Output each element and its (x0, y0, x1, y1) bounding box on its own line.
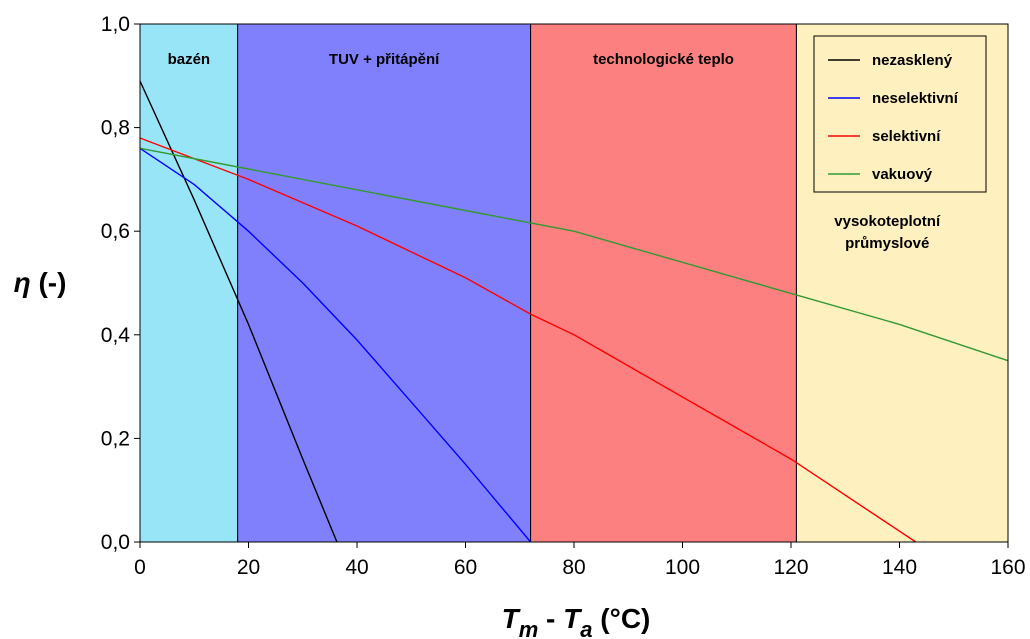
y-tick-label: 1,0 (101, 13, 130, 36)
region-label-line: bazén (168, 51, 211, 68)
legend: nezasklený neselektivní selektivní vakuový (813, 35, 987, 193)
x-axis-title: Tm - Ta (°C) (502, 603, 651, 639)
legend-label: nezasklený (872, 52, 953, 69)
x-axis-sub-2: a (580, 617, 592, 639)
x-tick-label: 140 (882, 556, 917, 579)
region-label: bazén (168, 51, 211, 68)
region-label-line: technologické teplo (593, 51, 734, 68)
region-bands (139, 23, 1009, 543)
series-line-nezasklený (139, 80, 338, 543)
x-tick-label: 0 (134, 556, 146, 579)
x-axis-sep: - (538, 603, 563, 634)
legend-label: vakuový (872, 166, 933, 183)
series-line-selektivní (139, 137, 917, 543)
axes: 0,0 0,2 0,4 0,6 0,8 1,0 0 20 40 60 80 100 120 140 160 (101, 13, 1026, 579)
x-axis-main-2: T (563, 603, 583, 634)
region-band (139, 23, 239, 543)
y-tick-label: 0,0 (101, 531, 130, 554)
region-label: TUV + přitápění (329, 51, 440, 68)
x-tick-label: 60 (454, 556, 477, 579)
region-label-line: vysokoteplotní (834, 213, 941, 230)
y-tick-label: 0,8 (101, 117, 130, 140)
y-axis-symbol: η (14, 267, 31, 298)
y-axis-title: η (-) (14, 267, 67, 298)
x-tick-label: 40 (345, 556, 368, 579)
x-axis-sub-1: m (519, 617, 539, 639)
region-labels: bazén TUV + přitápění technologické teplo v… (168, 51, 941, 252)
legend-label: selektivní (872, 128, 941, 145)
series-line-vakuový (139, 147, 1009, 362)
y-tick-label: 0,4 (101, 324, 131, 347)
region-label-line: průmyslové (845, 235, 929, 252)
series-lines (139, 80, 1009, 543)
region-label: vysokoteplotní průmyslové (834, 213, 941, 252)
x-axis-main-1: T (502, 603, 522, 634)
series-line-neselektivní (139, 147, 532, 543)
x-tick-label: 120 (773, 556, 808, 579)
y-axis-unit: (-) (31, 267, 67, 298)
y-tick-label: 0,2 (101, 427, 130, 450)
region-label: technologické teplo (593, 51, 734, 68)
x-tick-label: 20 (237, 556, 260, 579)
x-tick-label: 160 (990, 556, 1025, 579)
y-tick-label: 0,6 (101, 220, 130, 243)
x-axis-unit: (°C) (593, 603, 651, 634)
x-tick-label: 100 (665, 556, 700, 579)
region-label-line: TUV + přitápění (329, 51, 440, 68)
region-band (237, 23, 532, 543)
legend-box (813, 35, 987, 193)
legend-label: neselektivní (872, 90, 959, 107)
x-tick-label: 80 (562, 556, 585, 579)
